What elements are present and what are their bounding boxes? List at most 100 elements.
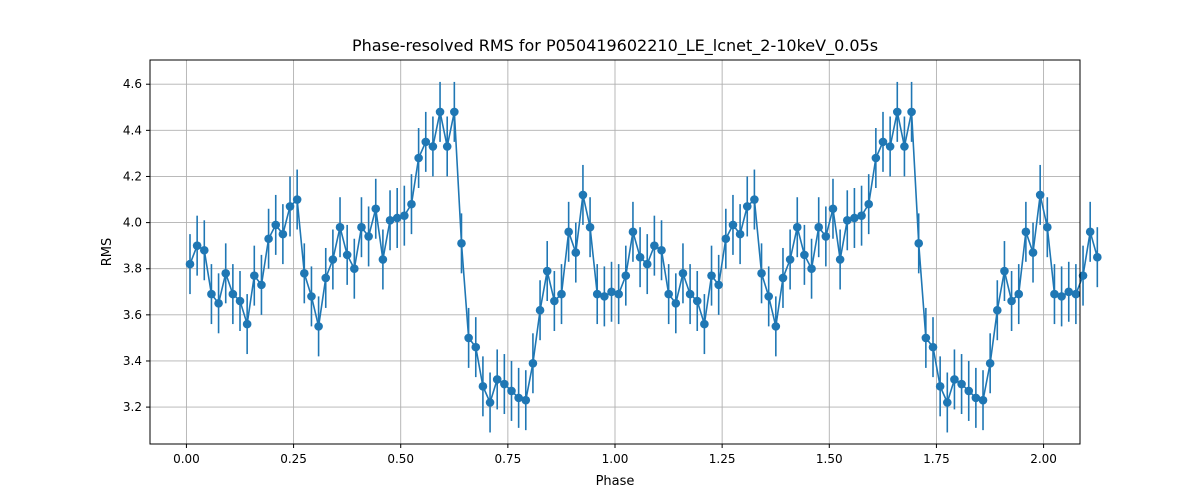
data-point — [778, 273, 788, 283]
data-point — [821, 232, 831, 241]
data-point — [642, 259, 652, 269]
data-point — [321, 273, 331, 283]
y-axis-ticks: 3.2 3.4 3.6 3.8 4.0 4.2 4.4 4.6 — [123, 77, 150, 414]
data-point — [400, 211, 409, 220]
data-point — [192, 241, 202, 250]
data-point — [1035, 190, 1045, 200]
data-point — [1000, 266, 1009, 276]
data-point — [1057, 292, 1066, 301]
data-point — [935, 382, 945, 391]
data-point — [614, 289, 623, 299]
data-point — [199, 245, 209, 255]
data-point — [578, 190, 588, 200]
data-point — [314, 322, 323, 331]
data-point — [185, 259, 195, 269]
y-axis-label: RMS — [100, 238, 115, 267]
data-point — [728, 220, 738, 230]
data-point — [492, 375, 502, 384]
data-point — [249, 271, 259, 280]
data-point — [421, 137, 431, 147]
data-point — [378, 255, 388, 264]
data-point — [800, 250, 809, 260]
data-point — [592, 289, 602, 299]
x-tick-label: 0.25 — [280, 452, 307, 466]
x-tick-label: 0.75 — [494, 452, 521, 466]
data-point — [1093, 252, 1102, 262]
data-point — [721, 234, 731, 244]
data-point — [500, 379, 509, 389]
data-point — [278, 229, 288, 239]
data-point — [300, 269, 309, 278]
data-point — [235, 296, 245, 306]
data-point — [242, 319, 252, 329]
data-point — [621, 271, 631, 280]
data-point — [900, 142, 909, 151]
data-point — [807, 264, 816, 274]
data-point — [328, 255, 338, 264]
y-tick-label: 4.4 — [123, 123, 142, 137]
data-point — [507, 386, 516, 396]
data-point — [1064, 287, 1074, 297]
x-tick-label: 0.00 — [173, 452, 200, 466]
data-point — [785, 255, 795, 264]
data-point — [878, 137, 888, 147]
x-tick-label: 1.00 — [602, 452, 629, 466]
data-point — [857, 211, 866, 220]
y-tick-label: 3.6 — [123, 308, 142, 322]
data-point — [1043, 222, 1052, 232]
data-point — [550, 296, 559, 306]
x-tick-label: 1.75 — [923, 452, 950, 466]
data-point — [742, 202, 752, 211]
data-point — [707, 271, 716, 280]
data-point — [535, 305, 545, 315]
data-point — [828, 204, 838, 214]
data-point — [1085, 227, 1095, 237]
x-tick-label: 1.25 — [709, 452, 736, 466]
data-point — [885, 142, 895, 151]
data-point — [371, 204, 381, 214]
data-point — [671, 299, 681, 308]
data-point — [650, 241, 659, 250]
data-point — [950, 375, 959, 384]
data-point — [928, 342, 938, 352]
data-point — [257, 280, 266, 290]
data-point — [664, 289, 673, 299]
data-point — [607, 287, 616, 297]
data-point — [478, 382, 488, 391]
data-point — [207, 289, 216, 299]
x-tick-label: 0.50 — [387, 452, 414, 466]
data-point — [335, 222, 345, 232]
data-point — [914, 239, 924, 248]
data-point — [850, 213, 859, 223]
data-point — [971, 393, 981, 403]
data-point — [678, 269, 688, 278]
data-point — [964, 386, 974, 396]
data-point — [385, 215, 395, 225]
y-tick-label: 3.2 — [123, 400, 142, 414]
y-tick-label: 4.6 — [123, 77, 142, 91]
data-point — [521, 395, 531, 405]
data-point — [464, 333, 473, 343]
data-point — [1078, 271, 1088, 280]
x-tick-label: 2.00 — [1030, 452, 1057, 466]
data-point — [357, 222, 366, 232]
data-point — [792, 222, 802, 232]
x-tick-label: 1.50 — [816, 452, 843, 466]
data-point — [978, 395, 988, 405]
data-point — [1021, 227, 1031, 237]
y-tick-label: 3.8 — [123, 262, 142, 276]
data-point — [700, 319, 709, 329]
data-point — [685, 289, 695, 299]
data-point — [542, 266, 552, 276]
data-point — [771, 322, 781, 331]
data-point — [414, 153, 423, 163]
data-point — [307, 292, 316, 301]
chart-title: Phase-resolved RMS for P050419602210_LE_… — [352, 36, 878, 56]
data-point — [942, 398, 952, 407]
data-point — [871, 153, 881, 163]
data-point — [1071, 289, 1081, 299]
data-point — [228, 289, 238, 299]
data-point — [485, 398, 495, 407]
